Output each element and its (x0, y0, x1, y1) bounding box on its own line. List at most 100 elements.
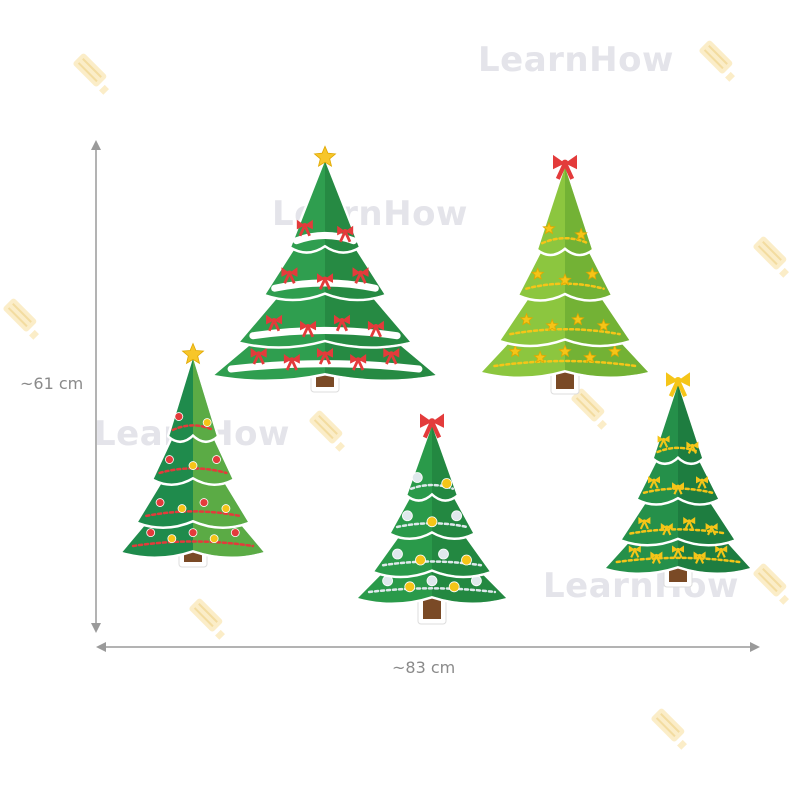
bow-icon (420, 413, 444, 439)
bow-icon (367, 320, 384, 338)
tree-with-garlands (120, 342, 266, 568)
ornament-ball (426, 575, 438, 587)
snowy-tree-with-red-bows (212, 145, 438, 393)
pencil-icon (3, 298, 39, 340)
bow-icon (350, 354, 367, 371)
tree-with-gold-bows (603, 372, 753, 588)
pencil-icon (73, 53, 109, 95)
garland (367, 587, 497, 594)
pencil-icon (651, 708, 687, 750)
garland (525, 282, 605, 290)
ornament-ball (202, 418, 212, 427)
garland (541, 236, 589, 245)
ornament-ball (448, 581, 460, 593)
ornament-ball (392, 548, 403, 560)
star-icon (313, 145, 337, 167)
ornament-ball (188, 461, 198, 470)
ornament-ball (199, 498, 209, 507)
bow-icon (660, 522, 673, 536)
ornament-ball (146, 528, 156, 538)
garland (227, 360, 423, 373)
bow-icon (657, 435, 670, 448)
tree-with-silver-balls (355, 413, 509, 625)
ornament-ball (209, 534, 219, 544)
garland (629, 528, 727, 535)
arrow-right-icon (750, 642, 760, 652)
bow-icon (683, 516, 696, 530)
garland (509, 327, 621, 336)
bow-icon (666, 372, 690, 398)
star-icon (531, 267, 545, 280)
bow-icon (281, 267, 298, 284)
bow-icon (283, 354, 300, 371)
garland (145, 510, 241, 518)
pencil-icon (699, 40, 735, 82)
bow-icon (672, 482, 684, 495)
bow-icon (705, 522, 718, 536)
ornament-ball (174, 412, 184, 421)
star-icon (542, 221, 556, 235)
bow-icon (296, 219, 313, 237)
star-icon (558, 273, 572, 286)
pencil-icon (309, 410, 345, 452)
ornament-ball (451, 510, 463, 522)
garland (642, 487, 714, 494)
ornament-ball (438, 548, 449, 560)
bow-icon (337, 225, 354, 243)
arrow-up-icon (91, 140, 101, 150)
pencil-icon (753, 563, 789, 605)
ornament-ball (177, 504, 187, 513)
bow-icon (650, 551, 663, 564)
height-label: ~61 cm (20, 374, 84, 393)
star-icon (574, 227, 588, 241)
ornament-ball (167, 534, 177, 544)
garland (493, 359, 637, 368)
garland (131, 540, 255, 548)
bow-icon (266, 314, 283, 332)
ornament-ball (230, 528, 240, 538)
bow-icon (628, 545, 641, 558)
bow-icon (672, 545, 684, 558)
ornament-ball (426, 516, 438, 528)
star-icon (583, 350, 597, 364)
ornament-ball (415, 554, 426, 566)
ornament-ball (404, 581, 416, 593)
ornament-ball (188, 528, 198, 538)
ornament-ball (401, 510, 413, 522)
star-icon (608, 344, 622, 358)
bow-icon (317, 348, 333, 365)
bow-icon (686, 441, 699, 454)
ornament-ball (155, 498, 165, 507)
garland (171, 424, 215, 432)
bow-icon (648, 476, 660, 489)
ornament-ball (441, 478, 453, 489)
bow-icon (715, 545, 728, 558)
ornament-ball (212, 455, 221, 464)
pencil-icon (753, 236, 789, 278)
ornament-ball (461, 554, 472, 566)
star-icon (533, 350, 547, 364)
arrow-down-icon (91, 623, 101, 633)
star-icon (519, 312, 534, 326)
garland (271, 279, 379, 292)
bow-icon (553, 154, 577, 180)
ornament-ball (165, 455, 174, 464)
garland (615, 556, 741, 564)
star-icon (558, 344, 572, 358)
star-icon (596, 318, 611, 332)
watermark-text: LearnHow (478, 40, 674, 80)
bow-icon (352, 267, 369, 284)
star-icon (545, 318, 559, 332)
bow-icon (300, 320, 317, 338)
pencil-icon (189, 598, 225, 640)
star-icon (181, 342, 205, 365)
bow-icon (250, 348, 267, 365)
width-label: ~83 cm (392, 658, 456, 677)
pencil-icon (571, 388, 607, 430)
bow-icon (638, 516, 651, 530)
star-icon (571, 312, 585, 326)
arrow-left-icon (96, 642, 106, 652)
tier-shade (678, 384, 702, 463)
